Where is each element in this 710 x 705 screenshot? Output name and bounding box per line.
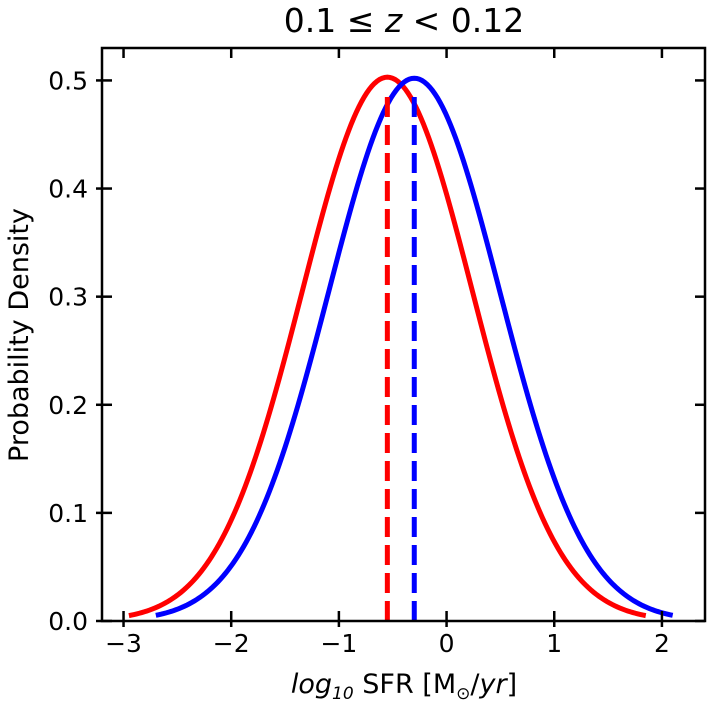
y-axis-title: Probability Density	[4, 208, 35, 462]
y-tick-label: 0.1	[48, 499, 88, 528]
chart-title-variable: z	[384, 1, 403, 40]
axis-ticks	[96, 48, 705, 627]
x-tick-label: 1	[546, 629, 562, 658]
x-axis-title-subscript: 10	[332, 684, 354, 704]
x-tick-label: −3	[105, 629, 142, 658]
series-line-red	[128, 74, 647, 619]
x-axis-title-sun: ⊙	[456, 684, 470, 704]
chart-title-left: 0.1 ≤	[284, 1, 385, 40]
y-tick-label: 0.5	[48, 66, 88, 95]
x-axis-title-log: log	[291, 669, 332, 700]
x-tick-label: −2	[213, 629, 250, 658]
x-axis-title-unit: yr	[478, 669, 508, 700]
x-axis-title-mid: SFR [M	[354, 669, 456, 700]
series-line-blue	[155, 75, 674, 618]
series-curves	[128, 74, 674, 619]
x-axis-title: log10 SFR [M⊙/yr]	[291, 669, 517, 704]
median-lines	[384, 91, 417, 621]
y-tick-label: 0.3	[48, 283, 88, 312]
x-tick-label: 0	[439, 629, 455, 658]
x-axis-title-slash: /	[470, 669, 480, 700]
chart-title-right: < 0.12	[402, 1, 524, 40]
y-tick-label: 0.4	[48, 175, 88, 204]
chart-title: 0.1 ≤ z < 0.12	[284, 1, 525, 40]
y-tick-label: 0.0	[48, 607, 88, 636]
x-tick-label: 2	[654, 629, 670, 658]
plot-frame	[100, 46, 707, 623]
x-axis-title-close: ]	[507, 669, 518, 700]
tick-labels: −3 −2 −1 0 1 2 0.0 0.1 0.2 0.3 0.4 0.5	[48, 66, 670, 658]
y-tick-label: 0.2	[48, 391, 88, 420]
x-tick-label: −1	[320, 629, 357, 658]
